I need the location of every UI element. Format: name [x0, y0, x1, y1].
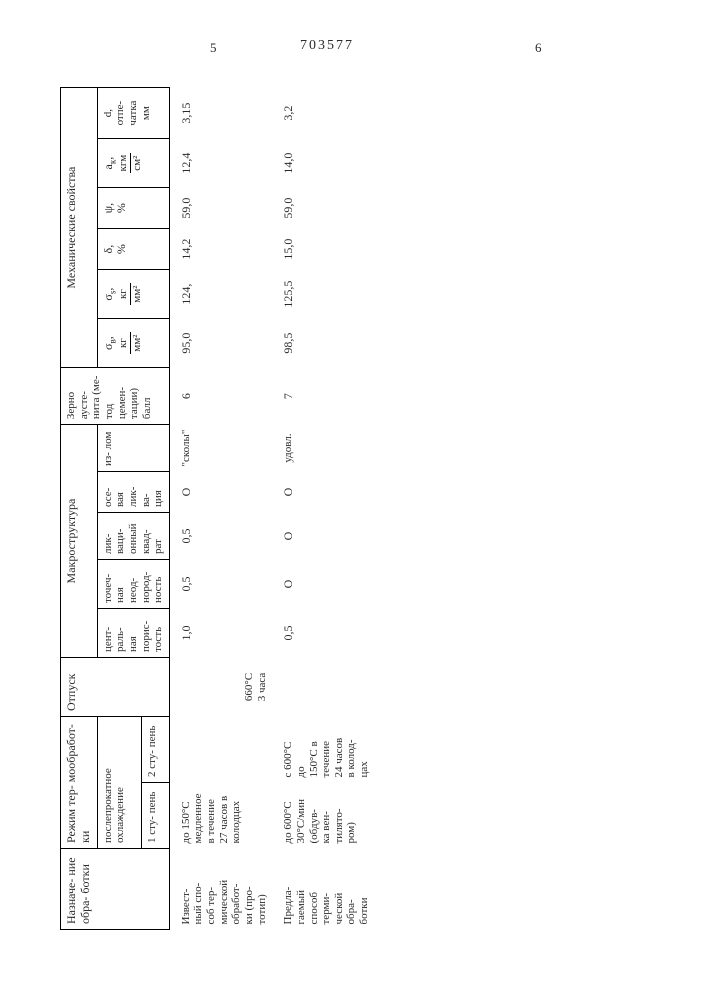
- hdr-m-e: из- лом: [97, 425, 169, 472]
- hdr-m-b: точеч- ная неод- нород- ность: [97, 560, 169, 609]
- hdr-ak: aк, кгмсм²: [97, 139, 169, 188]
- cell-grain: 6: [169, 368, 272, 425]
- page-number-left: 5: [210, 40, 219, 56]
- cell-m-d: О: [272, 472, 374, 513]
- document-number: 703577: [300, 38, 354, 54]
- hdr-режим: Режим тер- мообработ- ки: [61, 717, 98, 849]
- cell-psi: 59,0: [272, 188, 374, 229]
- cell-ak: 14,0: [272, 139, 374, 188]
- hdr-зерно: Зерно аусте- нита (ме- тод цемен- тации)…: [61, 368, 170, 425]
- cell-step2: с 600°С до 150°С в течение 24 часов в ко…: [272, 717, 374, 783]
- page-number-right: 6: [535, 40, 544, 56]
- hdr-послепрокатное: послепрокатное охлаждение: [97, 717, 141, 849]
- cell-m-c: О: [272, 513, 374, 560]
- cell-m-a: 1,0: [169, 609, 272, 658]
- hdr-макроструктура: Макроструктура: [61, 425, 98, 658]
- cell-ss: 125,5: [272, 270, 374, 319]
- table-row: Предла- гаемый способ терми- ческой обра…: [272, 88, 374, 930]
- cell-sv: 95,0: [169, 319, 272, 368]
- cell-name: Предла- гаемый способ терми- ческой обра…: [272, 849, 374, 930]
- cell-dmm: 3,2: [272, 88, 374, 139]
- cell-m-c: 0,5: [169, 513, 272, 560]
- cell-psi: 59,0: [169, 188, 272, 229]
- cell-m-b: 0,5: [169, 560, 272, 609]
- hdr-отпуск: Отпуск: [61, 658, 170, 717]
- data-table: Назначе- ние обра- ботки Режим тер- мооб…: [60, 87, 375, 930]
- cell-m-e: удовл.: [272, 425, 374, 472]
- cell-d: 14,2: [169, 229, 272, 270]
- hdr-m-c: лик- ваци- онный квад- рат: [97, 513, 169, 560]
- cell-grain: 7: [272, 368, 374, 425]
- cell-dmm: 3,15: [169, 88, 272, 139]
- cell-step1: до 600°С 30°С/мин (обдув- ка вен- тилято…: [272, 783, 374, 849]
- hdr-назначение: Назначе- ние обра- ботки: [61, 849, 170, 930]
- table-row: Извест- ный спо- соб тер- мической обраб…: [169, 88, 272, 930]
- hdr-мехсвойства: Механические свойства: [61, 88, 98, 368]
- hdr-d: d,отпе- чатка мм: [97, 88, 169, 139]
- cell-step1: до 150°С медленное в течение 27 часов в …: [169, 717, 272, 849]
- cell-d: 15,0: [272, 229, 374, 270]
- page: 5 703577 6 Назначе- ние обра- ботки Режи…: [0, 0, 707, 1000]
- cell-m-e: "сколы": [169, 425, 272, 472]
- rotated-table-container: Назначе- ние обра- ботки Режим тер- мооб…: [60, 80, 375, 930]
- hdr-step2: 2 сту- пень: [141, 717, 169, 783]
- hdr-psi: ψ,%: [97, 188, 169, 229]
- cell-ss: 124,: [169, 270, 272, 319]
- cell-sv: 98,5: [272, 319, 374, 368]
- cell-name: Извест- ный спо- соб тер- мической обраб…: [169, 849, 272, 930]
- hdr-step1: 1 сту- пень: [141, 783, 169, 849]
- hdr-sigma-v: σв, кгмм²: [97, 319, 169, 368]
- cell-ak: 12,4: [169, 139, 272, 188]
- cell-otpusk: [272, 658, 374, 717]
- hdr-sigma-s: σs, кгмм²: [97, 270, 169, 319]
- hdr-m-a: цент- раль- ная порис- тость: [97, 609, 169, 658]
- hdr-delta: δ,%: [97, 229, 169, 270]
- cell-otpusk: 660°С 3 часа: [169, 658, 272, 717]
- cell-m-a: 0,5: [272, 609, 374, 658]
- cell-m-b: О: [272, 560, 374, 609]
- cell-m-d: О: [169, 472, 272, 513]
- hdr-m-d: осе- вая лик- ва- ция: [97, 472, 169, 513]
